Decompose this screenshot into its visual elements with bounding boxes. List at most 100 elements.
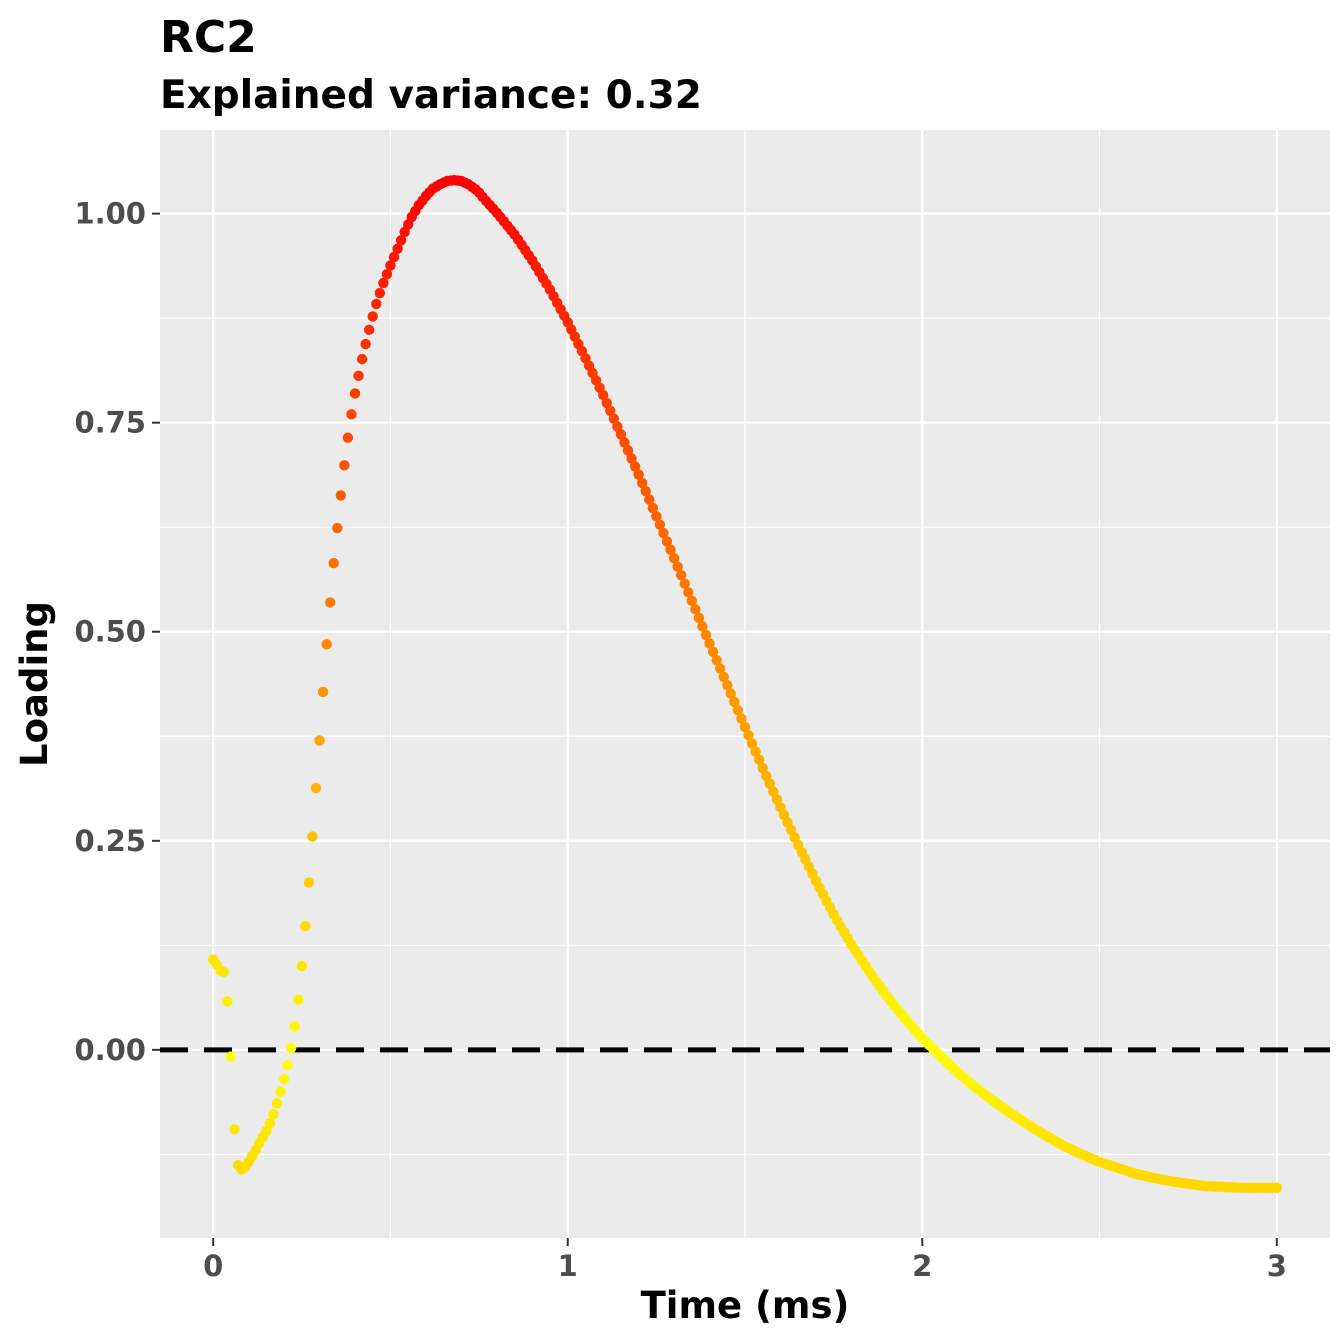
data-point bbox=[615, 429, 627, 440]
data-point bbox=[367, 311, 378, 322]
y-tick-label: 0.00 bbox=[74, 1033, 146, 1067]
data-point bbox=[278, 1073, 290, 1085]
data-point bbox=[371, 298, 382, 310]
data-point bbox=[722, 680, 733, 691]
data-point bbox=[321, 639, 332, 650]
data-point bbox=[683, 587, 694, 598]
data-point bbox=[300, 920, 311, 932]
data-point bbox=[360, 338, 371, 350]
x-axis: 0 1 2 3 bbox=[203, 1238, 1287, 1283]
data-point bbox=[626, 453, 637, 464]
data-point bbox=[718, 671, 729, 683]
data-point bbox=[310, 782, 322, 794]
data-point bbox=[601, 397, 612, 409]
data-point bbox=[332, 522, 343, 534]
data-point bbox=[693, 612, 705, 624]
data-point bbox=[1271, 1182, 1283, 1194]
data-point bbox=[697, 621, 708, 632]
data-point bbox=[633, 469, 644, 480]
data-point bbox=[381, 269, 393, 280]
data-point bbox=[736, 713, 747, 724]
data-point bbox=[293, 994, 304, 1005]
data-point bbox=[768, 786, 779, 797]
data-point bbox=[307, 831, 318, 842]
data-point bbox=[729, 696, 740, 708]
data-point bbox=[349, 388, 361, 399]
y-tick-label: 1.00 bbox=[74, 197, 146, 231]
data-point bbox=[714, 663, 726, 674]
data-point bbox=[679, 578, 690, 589]
data-point bbox=[218, 966, 230, 978]
data-point bbox=[385, 260, 396, 271]
data-point bbox=[622, 445, 634, 456]
data-point bbox=[356, 353, 368, 365]
data-point bbox=[335, 490, 347, 501]
data-point bbox=[392, 243, 403, 254]
x-tick-label: 2 bbox=[912, 1249, 932, 1283]
data-point bbox=[597, 389, 609, 401]
chart-subtitle: Explained variance: 0.32 bbox=[160, 73, 702, 118]
data-point bbox=[395, 235, 407, 246]
data-point bbox=[704, 638, 715, 649]
data-point bbox=[675, 570, 687, 581]
data-point bbox=[647, 502, 659, 514]
data-point bbox=[661, 536, 673, 547]
chart-title: RC2 bbox=[160, 12, 257, 63]
data-point bbox=[757, 762, 768, 774]
y-axis: 0.00 0.25 0.50 0.75 1.00 bbox=[74, 197, 160, 1067]
data-point bbox=[605, 405, 616, 417]
y-tick-label: 0.50 bbox=[74, 615, 146, 649]
data-point bbox=[271, 1098, 283, 1109]
major-gridlines bbox=[160, 130, 1330, 1238]
data-point bbox=[739, 721, 751, 733]
data-point bbox=[690, 604, 701, 615]
data-point bbox=[764, 778, 776, 789]
y-tick-label: 0.75 bbox=[74, 406, 146, 440]
data-point bbox=[654, 519, 666, 530]
data-point bbox=[314, 735, 325, 746]
data-point bbox=[317, 686, 329, 698]
x-axis-title: Time (ms) bbox=[641, 1284, 850, 1327]
data-points bbox=[207, 174, 1283, 1194]
x-tick-label: 0 bbox=[203, 1249, 223, 1283]
data-point bbox=[268, 1109, 279, 1120]
data-point bbox=[363, 324, 375, 336]
data-point bbox=[285, 1042, 297, 1054]
data-point bbox=[222, 996, 233, 1007]
data-point bbox=[700, 629, 712, 641]
data-point bbox=[353, 370, 364, 382]
data-point bbox=[296, 961, 308, 972]
data-point bbox=[225, 1051, 237, 1062]
data-point bbox=[771, 794, 783, 805]
data-point bbox=[686, 595, 698, 606]
data-point bbox=[725, 688, 737, 699]
data-point bbox=[282, 1059, 293, 1071]
data-point bbox=[651, 511, 662, 522]
data-point bbox=[339, 460, 350, 471]
data-point bbox=[665, 544, 676, 555]
data-point bbox=[668, 552, 680, 564]
data-point bbox=[303, 877, 315, 888]
x-tick-label: 1 bbox=[558, 1249, 578, 1283]
data-point bbox=[711, 654, 722, 666]
y-axis-title: Loading bbox=[13, 601, 56, 767]
data-point bbox=[746, 738, 758, 749]
data-point bbox=[229, 1124, 240, 1135]
data-point bbox=[289, 1021, 300, 1032]
data-point bbox=[342, 432, 354, 443]
data-point bbox=[374, 287, 386, 299]
data-point bbox=[707, 646, 719, 658]
data-point bbox=[328, 557, 339, 569]
data-point bbox=[658, 527, 669, 539]
data-point bbox=[324, 597, 336, 608]
data-point bbox=[612, 421, 623, 432]
data-point bbox=[608, 413, 620, 424]
data-point bbox=[761, 770, 772, 782]
data-point bbox=[275, 1086, 286, 1097]
data-point bbox=[619, 437, 630, 448]
y-tick-label: 0.25 bbox=[74, 824, 146, 858]
data-point bbox=[753, 754, 765, 766]
data-point bbox=[378, 277, 389, 289]
data-point bbox=[346, 409, 357, 420]
